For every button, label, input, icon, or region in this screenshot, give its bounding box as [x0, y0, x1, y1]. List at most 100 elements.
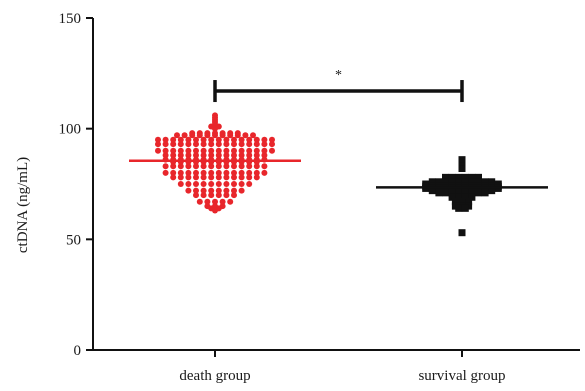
data-point — [185, 181, 192, 187]
data-point — [458, 198, 466, 206]
data-point — [238, 141, 245, 148]
data-point — [231, 152, 237, 159]
data-point — [231, 147, 237, 154]
data-point — [261, 147, 268, 154]
data-point — [181, 132, 188, 139]
data-point — [223, 187, 230, 194]
center-lines — [129, 80, 548, 189]
data-point — [238, 163, 245, 170]
data-point — [177, 147, 184, 154]
data-point — [208, 181, 215, 187]
data-point — [208, 192, 215, 199]
data-point — [428, 187, 436, 195]
data-point — [177, 152, 184, 159]
data-point — [455, 189, 463, 197]
data-point — [193, 174, 199, 181]
data-point — [253, 136, 260, 143]
data-point — [238, 169, 245, 176]
data-point — [234, 130, 241, 137]
data-point — [200, 136, 207, 143]
data-point — [215, 187, 222, 194]
data-point — [223, 141, 230, 148]
data-point — [219, 198, 226, 205]
data-point — [193, 152, 199, 159]
data-point — [185, 136, 192, 143]
data-point — [458, 156, 466, 164]
data-point — [193, 187, 199, 194]
data-point — [246, 174, 253, 181]
data-point — [170, 152, 177, 159]
data-point — [208, 152, 215, 159]
data-point — [215, 181, 222, 187]
data-point — [238, 174, 245, 181]
data-point — [193, 141, 199, 148]
data-point — [223, 136, 230, 143]
data-point — [442, 189, 449, 197]
data-point — [223, 181, 230, 187]
data-point — [193, 147, 199, 154]
data-point — [208, 147, 215, 154]
data-point — [170, 136, 177, 143]
data-point — [155, 136, 161, 143]
data-point — [253, 169, 260, 176]
data-point — [231, 141, 237, 148]
data-point — [177, 174, 184, 181]
data-point — [461, 189, 469, 197]
data-point — [261, 136, 268, 143]
data-point — [465, 198, 473, 206]
data-point — [215, 163, 222, 170]
data-point — [208, 187, 215, 194]
data-point — [242, 132, 249, 139]
data-point — [261, 141, 268, 148]
data-point — [162, 152, 169, 159]
data-point — [200, 181, 207, 187]
data-point — [246, 136, 253, 143]
data-point — [231, 187, 237, 194]
data-point — [170, 169, 177, 176]
data-point — [253, 152, 260, 159]
data-marks — [155, 112, 502, 237]
data-point — [238, 187, 245, 194]
data-point — [215, 141, 222, 148]
data-point — [196, 132, 203, 139]
data-point — [193, 181, 199, 187]
data-point — [246, 181, 253, 187]
data-point — [461, 204, 469, 212]
data-point — [208, 141, 215, 148]
data-point — [162, 147, 169, 154]
data-point — [208, 163, 215, 170]
data-point — [177, 181, 184, 187]
data-point — [200, 152, 207, 159]
data-point — [177, 136, 184, 143]
data-point — [204, 132, 211, 139]
data-point — [200, 163, 207, 170]
data-point — [448, 189, 456, 197]
data-point — [200, 147, 207, 154]
data-point — [435, 189, 443, 197]
data-point — [246, 152, 253, 159]
data-point — [162, 163, 169, 170]
data-point — [253, 163, 260, 170]
data-point — [246, 163, 253, 170]
data-point — [215, 136, 222, 143]
data-point — [223, 174, 230, 181]
data-point — [246, 141, 253, 148]
data-point — [461, 193, 469, 201]
data-point — [455, 173, 463, 181]
data-point — [155, 147, 161, 154]
data-point — [458, 165, 466, 173]
data-point — [261, 163, 268, 170]
data-point — [212, 207, 218, 214]
data-point — [204, 198, 211, 205]
data-point — [185, 169, 192, 176]
data-point — [212, 112, 218, 119]
y-tick-label: 100 — [59, 122, 82, 138]
y-tick-label: 0 — [74, 343, 82, 359]
data-point — [200, 187, 207, 194]
data-point — [231, 136, 237, 143]
data-point — [246, 147, 253, 154]
significance-label: * — [335, 68, 342, 83]
data-point — [208, 174, 215, 181]
x-tick-label: death group — [179, 368, 250, 384]
